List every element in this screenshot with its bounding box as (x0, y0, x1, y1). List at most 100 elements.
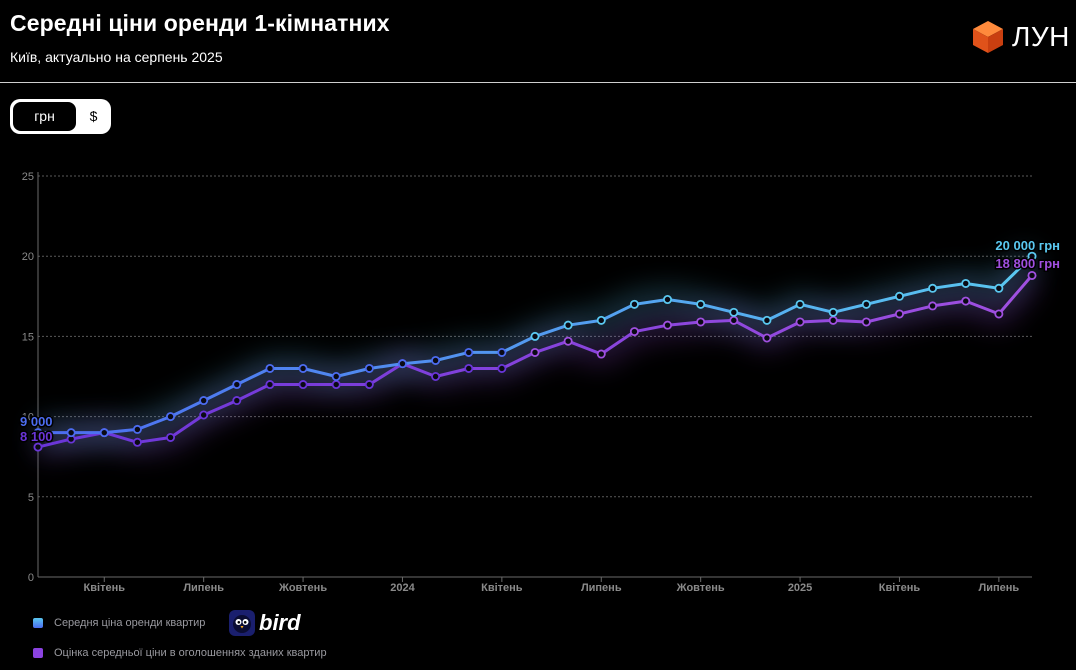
bird-icon (229, 610, 255, 636)
x-tick-label: Липень (979, 582, 1020, 594)
data-point (232, 380, 242, 390)
data-point (66, 428, 76, 438)
data-point (961, 278, 971, 288)
data-point (596, 315, 606, 325)
x-tick-label: Липень (581, 582, 622, 594)
data-point (663, 320, 673, 330)
data-point (33, 428, 43, 438)
data-point (762, 333, 772, 343)
data-point (199, 410, 209, 420)
data-point (596, 349, 606, 359)
data-point (431, 355, 441, 365)
page-subtitle: Київ, актуально на серпень 2025 (10, 49, 223, 65)
data-point (994, 283, 1004, 293)
data-point (199, 396, 209, 406)
data-point (795, 317, 805, 327)
data-point (265, 380, 275, 390)
data-point (961, 296, 971, 306)
start-label-avg-rent: 9 000 (20, 414, 53, 429)
data-point (530, 347, 540, 357)
series-glow (38, 248, 1040, 444)
data-point (563, 336, 573, 346)
legend-swatch-listing-estimate (33, 648, 43, 658)
data-point (364, 380, 374, 390)
x-tick-label: Квітень (84, 582, 126, 594)
x-tick-label: 2024 (390, 582, 415, 594)
data-point (729, 307, 739, 317)
end-label-avg-rent: 20 000 грн (995, 238, 1060, 253)
end-label-listing-estimate: 18 800 грн (995, 256, 1060, 271)
data-point (1027, 270, 1037, 280)
data-point (828, 315, 838, 325)
data-point (530, 331, 540, 341)
y-tick-label: 20 (22, 251, 34, 263)
data-point (894, 309, 904, 319)
lun-logo[interactable]: ЛУН (972, 20, 1070, 54)
page-title: Середні ціни оренди 1-кімнатних (10, 10, 390, 36)
data-point (696, 299, 706, 309)
data-point (497, 363, 507, 373)
data-point (132, 424, 142, 434)
y-tick-label: 0 (28, 572, 34, 584)
legend-item-listing-estimate[interactable]: Оцінка середньої ціни в оголошеннях здан… (33, 647, 327, 659)
y-tick-label: 10 (22, 412, 34, 424)
x-tick-label: Квітень (481, 582, 523, 594)
y-tick-label: 5 (28, 492, 34, 504)
logo-text: ЛУН (1012, 21, 1070, 52)
data-point (132, 437, 142, 447)
x-tick-label: Жовтень (676, 582, 725, 594)
data-point (563, 320, 573, 330)
data-point (99, 428, 109, 438)
data-point (232, 396, 242, 406)
bird-logo[interactable]: bird (229, 610, 301, 636)
bird-text: bird (259, 610, 301, 635)
data-point (928, 283, 938, 293)
x-tick-label: Жовтень (278, 582, 327, 594)
data-point (994, 309, 1004, 319)
currency-toggle[interactable]: грн $ (10, 99, 111, 134)
data-point (331, 371, 341, 381)
legend-label-avg-rent: Середня ціна оренди квартир (54, 617, 206, 629)
data-point (166, 412, 176, 422)
data-point (795, 299, 805, 309)
data-point (762, 315, 772, 325)
legend-item-avg-rent[interactable]: Середня ціна оренди квартир (33, 617, 205, 629)
y-tick-label: 25 (22, 171, 34, 183)
data-point (497, 347, 507, 357)
data-point (431, 371, 441, 381)
data-point (298, 363, 308, 373)
data-point (33, 442, 43, 452)
series-layer (33, 251, 1037, 452)
data-point (331, 380, 341, 390)
data-point (166, 432, 176, 442)
y-tick-label: 15 (22, 331, 34, 343)
data-point (861, 299, 871, 309)
data-point (629, 299, 639, 309)
data-point (729, 315, 739, 325)
data-point (364, 363, 374, 373)
data-point (663, 295, 673, 305)
data-point (1027, 251, 1037, 261)
currency-option-usd[interactable]: $ (89, 108, 98, 124)
cube-icon (973, 21, 1003, 53)
header-divider (0, 82, 1076, 83)
start-label-listing-estimate: 8 100 (20, 429, 53, 444)
x-tick-label: 2025 (788, 582, 812, 594)
legend-swatch-avg-rent (33, 618, 43, 628)
currency-option-uah[interactable]: грн (13, 102, 76, 131)
data-point (629, 327, 639, 337)
legend-label-listing-estimate: Оцінка середньої ціни в оголошеннях здан… (54, 647, 327, 659)
data-point (928, 301, 938, 311)
data-point (696, 317, 706, 327)
x-tick-label: Липень (183, 582, 224, 594)
data-point (828, 307, 838, 317)
x-tick-label: Квітень (879, 582, 921, 594)
data-point (265, 363, 275, 373)
data-point (298, 380, 308, 390)
data-point (464, 347, 474, 357)
data-point (464, 363, 474, 373)
data-point (397, 359, 407, 369)
data-point (861, 317, 871, 327)
